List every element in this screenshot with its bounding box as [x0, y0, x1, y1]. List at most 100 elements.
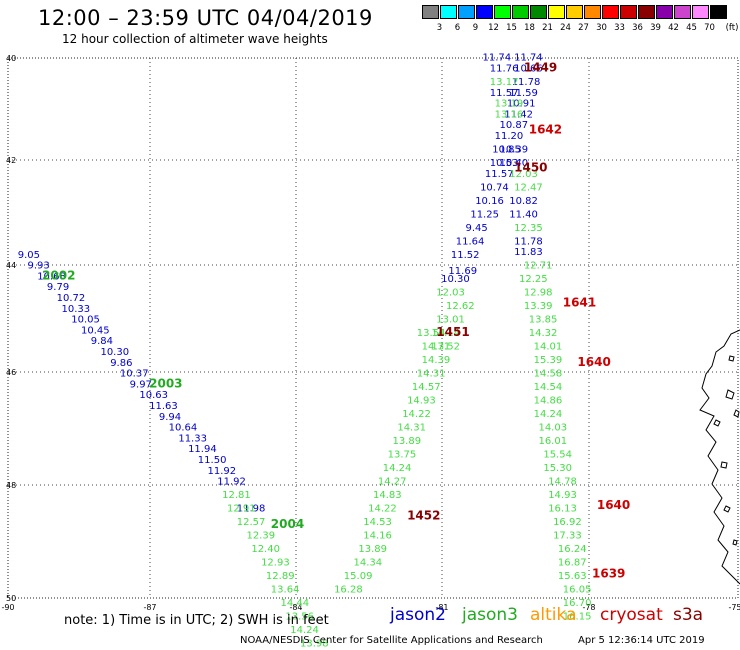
wave-height-label: 11.42 — [504, 109, 533, 120]
wave-height-label: 11.50 — [198, 455, 227, 466]
wave-height-label: 13.56 — [285, 612, 314, 623]
wave-height-label: 10.91 — [507, 99, 536, 110]
wave-height-label: 14.83 — [373, 490, 402, 501]
scale-label: 39 — [650, 23, 661, 33]
wave-height-label: 9.93 — [27, 261, 49, 272]
map-subtitle: 12 hour collection of altimeter wave hei… — [62, 32, 328, 46]
island — [728, 355, 735, 362]
credit-text: NOAA/NESDIS Center for Satellite Applica… — [240, 635, 543, 646]
x-tick-label: -87 — [143, 603, 156, 612]
island — [713, 419, 721, 427]
wave-height-label: 15.54 — [543, 450, 572, 461]
wave-height-label: 13.75 — [388, 450, 417, 461]
wave-height-label: 14.31 — [397, 423, 426, 434]
scale-label: 45 — [686, 23, 697, 33]
wave-height-label: 10.45 — [81, 325, 110, 336]
wave-height-label: 10.87 — [500, 120, 529, 131]
wave-height-label: 17.33 — [553, 531, 582, 542]
x-tick-label: -90 — [1, 603, 14, 612]
time-label: 2004 — [271, 517, 304, 531]
wave-height-label: 14.31 — [417, 369, 446, 380]
wave-height-label: 14.24 — [290, 625, 319, 636]
scale-swatch — [584, 5, 601, 19]
wave-height-label: 10.30 — [100, 347, 129, 358]
wave-height-label: 11.78 — [514, 236, 543, 247]
scale-label: 21 — [542, 23, 553, 33]
wave-height-label: 15.39 — [534, 355, 563, 366]
wave-height-label: 13.17 — [490, 77, 519, 88]
wave-height-label: 9.45 — [465, 223, 487, 234]
wave-height-label: 16.24 — [558, 544, 587, 555]
wave-height-label: 13.89 — [392, 436, 421, 447]
scale-label: 9 — [472, 23, 479, 33]
scale-swatch — [602, 5, 619, 19]
wave-height-label: 10.39 — [500, 145, 529, 156]
wave-height-label: 14.01 — [534, 342, 563, 353]
time-label: 1452 — [407, 509, 440, 523]
wave-height-label: 12.89 — [266, 571, 295, 582]
y-tick-label: 40 — [6, 54, 16, 63]
scale-swatch — [638, 5, 655, 19]
wave-height-label: 14.14 — [431, 328, 460, 339]
wave-height-label: 14.22 — [368, 504, 397, 515]
wave-height-label: 14.24 — [383, 463, 412, 474]
scale-swatch — [710, 5, 727, 19]
wave-height-label: 10.40 — [500, 158, 529, 169]
scale-swatch — [512, 5, 529, 19]
wave-height-label: 13.98 — [300, 639, 329, 650]
wave-height-label: 9.94 — [159, 412, 181, 423]
scale-swatch — [620, 5, 637, 19]
wave-height-label: 15.63 — [558, 571, 587, 582]
y-tick-label: 46 — [6, 368, 16, 377]
scale-label: 42 — [668, 23, 679, 33]
wave-height-label: 12.93 — [261, 558, 290, 569]
wave-height-label: 10.64 — [169, 423, 198, 434]
wave-height-label: 10.72 — [57, 293, 86, 304]
wave-height-label: 11.76 — [490, 64, 519, 75]
scale-label: 36 — [632, 23, 643, 33]
wave-height-label: 16.92 — [553, 517, 582, 528]
wave-height-label: 11.63 — [149, 401, 178, 412]
wave-height-label: 11.83 — [514, 247, 543, 258]
scale-unit: (ft) — [725, 23, 739, 33]
timestamp-text: Apr 5 12:36:14 UTC 2019 — [578, 635, 705, 646]
wave-height-label: 11.57 — [490, 88, 519, 99]
wave-height-label: 9.84 — [91, 336, 113, 347]
time-label: 1640 — [577, 355, 610, 369]
scale-label: 70 — [704, 23, 715, 33]
wave-height-label: 9.97 — [130, 379, 152, 390]
wave-height-label: 12.71 — [524, 261, 553, 272]
wave-height-label: 12.47 — [514, 182, 543, 193]
wave-height-label: 10.30 — [441, 274, 470, 285]
wave-height-label: 14.44 — [281, 598, 310, 609]
wave-height-label: 14.58 — [534, 369, 563, 380]
wave-height-label: 13.52 — [431, 342, 460, 353]
legend-jason2: jason2 — [390, 605, 446, 625]
scale-label: 6 — [454, 23, 461, 33]
wave-height-label: 15.09 — [344, 571, 373, 582]
wave-height-label: 11.78 — [512, 77, 541, 88]
time-label: 1450 — [514, 160, 547, 174]
wave-height-label: 11.33 — [178, 433, 207, 444]
wave-height-label: 14.86 — [534, 396, 563, 407]
wave-height-label: 13.85 — [529, 315, 558, 326]
wave-height-label: 10.74 — [480, 182, 509, 193]
scale-swatch — [674, 5, 691, 19]
wave-height-label: 14.57 — [412, 382, 441, 393]
scale-label: 33 — [614, 23, 625, 33]
wave-height-label: 14.93 — [407, 396, 436, 407]
wave-height-label: 13.54 — [417, 328, 446, 339]
time-label: 1641 — [563, 295, 596, 309]
island — [725, 389, 735, 400]
wave-height-label: 16.13 — [548, 504, 577, 515]
wave-height-label: 13.64 — [271, 585, 300, 596]
wave-height-label: 14.27 — [378, 477, 407, 488]
scale-swatch — [476, 5, 493, 19]
y-tick-label: 48 — [6, 481, 16, 490]
wave-height-label: 10.16 — [475, 196, 504, 207]
wave-height-label: 16.05 — [563, 585, 592, 596]
wave-height-label: 11.92 — [208, 466, 237, 477]
scale-label: 3 — [436, 23, 443, 33]
scale-label: 30 — [596, 23, 607, 33]
